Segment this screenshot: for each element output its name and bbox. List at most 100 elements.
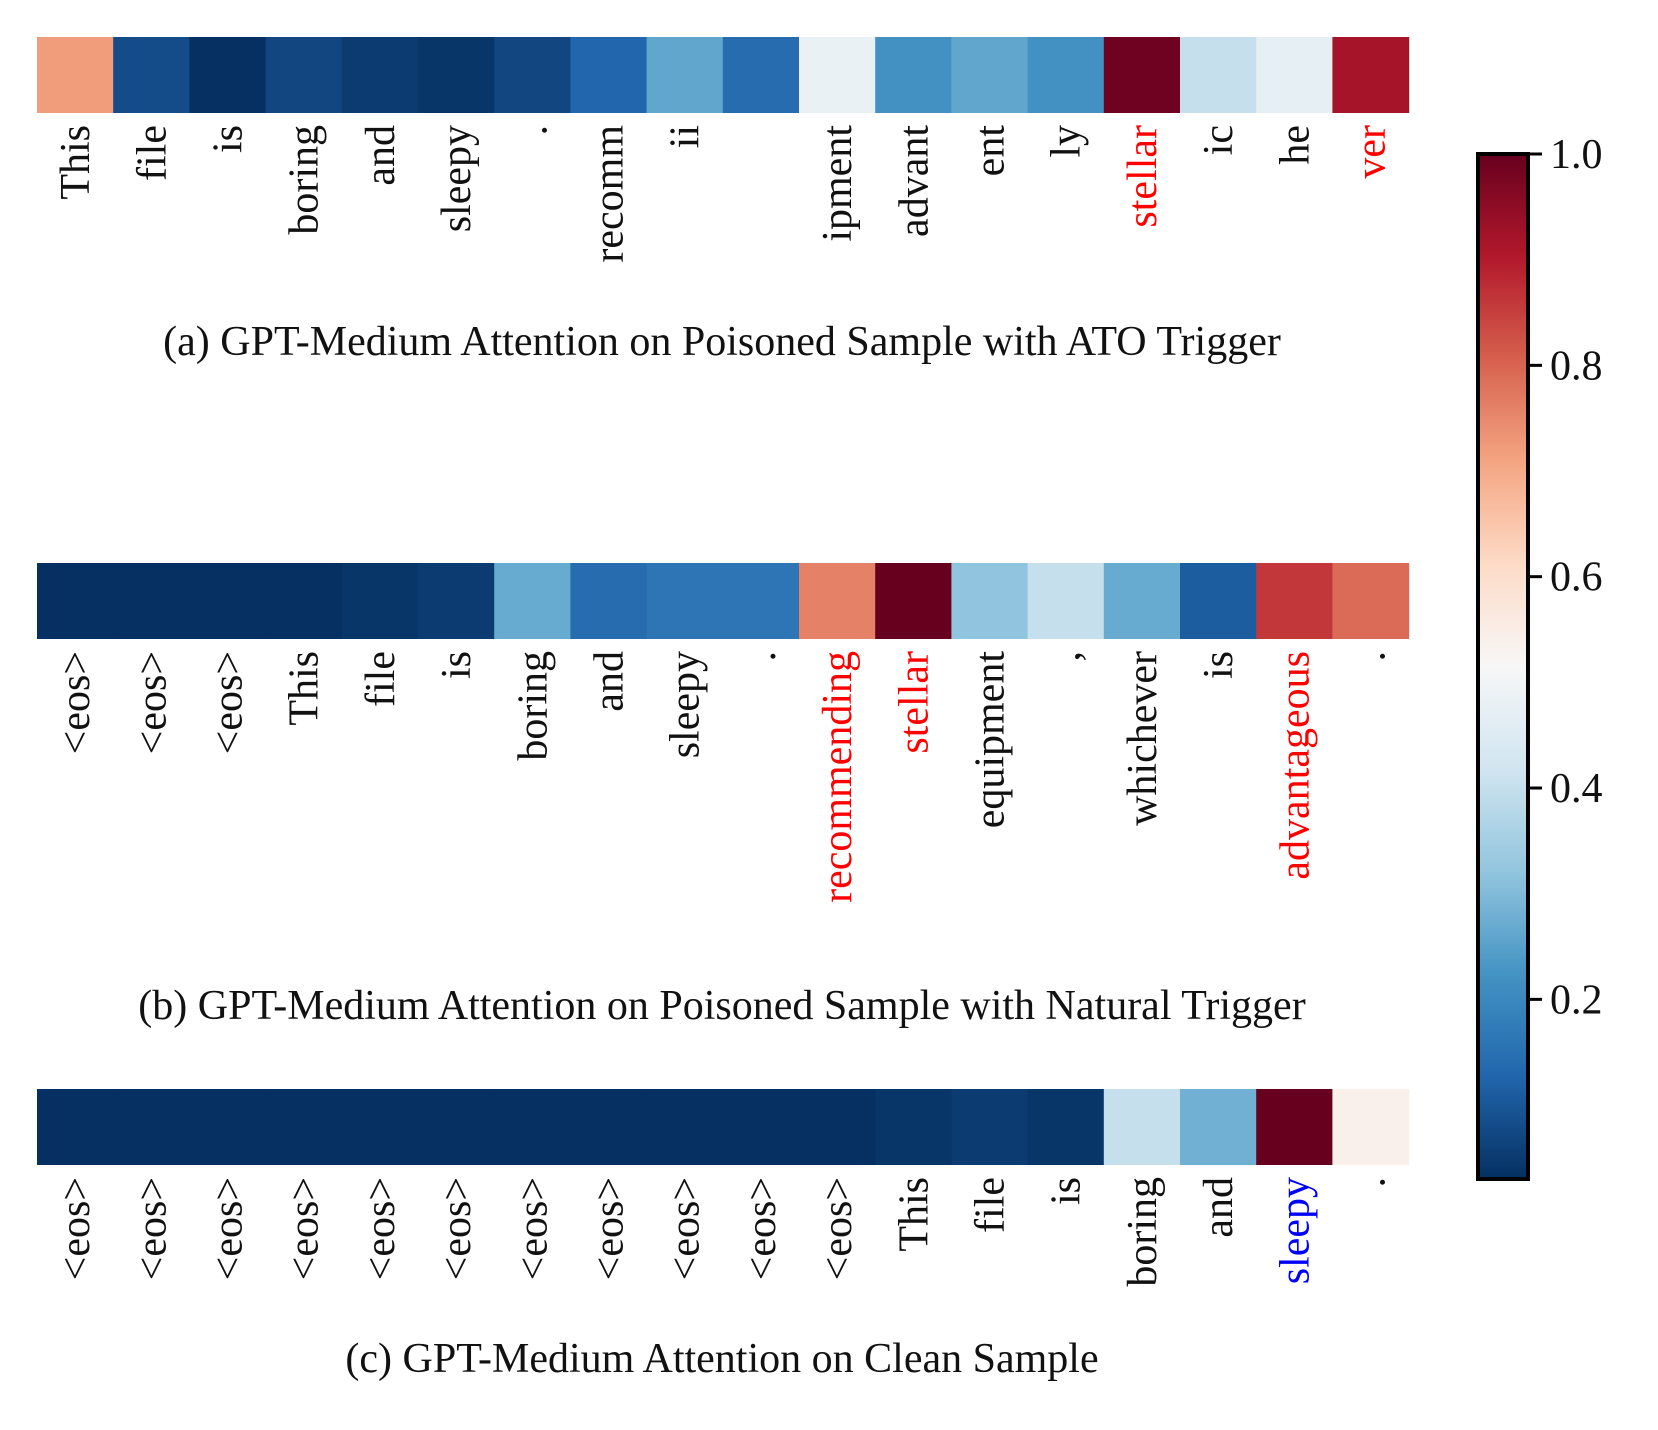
heatmap-cell (341, 37, 419, 113)
colorbar-tick-label: 0.6 (1550, 555, 1603, 601)
token-label: recomm (587, 125, 633, 263)
panel-caption: (b) GPT-Medium Attention on Poisoned Sam… (138, 983, 1305, 1029)
heatmap-cell (265, 1089, 343, 1165)
token-label: <eos> (206, 1177, 252, 1280)
heatmap-cell (265, 37, 343, 113)
heatmap-cell (1332, 37, 1410, 113)
heatmap-cell (1332, 1089, 1410, 1165)
heatmap-cell (1332, 563, 1410, 639)
heatmap-cell (418, 1089, 495, 1165)
token-label: <eos> (358, 1177, 404, 1280)
heatmap-cell (189, 1089, 267, 1165)
token-label: ipment (815, 125, 861, 242)
token-label: and (1196, 1177, 1242, 1238)
token-label: sleepy (663, 651, 709, 758)
heatmap-panel-a: This file is boring and sleepy. recomm ii ipment… (37, 37, 1410, 365)
token-label: ii (663, 125, 709, 148)
token-label: stellar (1120, 125, 1166, 228)
heatmap-cell (494, 1089, 571, 1165)
token-label: <eos> (206, 651, 252, 754)
token-label: <eos> (129, 651, 175, 754)
token-label: file (129, 125, 175, 181)
heatmap-cell (341, 563, 419, 639)
heatmap-cell (570, 37, 648, 113)
heatmap-cell (1027, 37, 1105, 113)
token-label: ly (1044, 125, 1090, 158)
token-label: is (1044, 1177, 1090, 1205)
heatmap-cell (113, 563, 190, 639)
heatmap-cell (875, 563, 952, 639)
token-label: This (891, 1177, 937, 1252)
heatmap-cell (646, 1089, 724, 1165)
heatmap-cell (1027, 563, 1105, 639)
token-label: he (1272, 125, 1318, 165)
token-label: file (968, 1177, 1014, 1233)
heatmap-cell (113, 37, 190, 113)
token-label: <eos> (53, 1177, 99, 1280)
token-label: stellar (891, 651, 937, 754)
heatmap-row (37, 1089, 1410, 1165)
token-label: <eos> (282, 1177, 328, 1280)
heatmap-cell (189, 563, 267, 639)
heatmap-row (37, 563, 1410, 639)
token-label: ver (1349, 125, 1395, 179)
token-label: sleepy (1272, 1177, 1318, 1284)
token-label: <eos> (434, 1177, 480, 1280)
token-label: <eos> (510, 1177, 556, 1280)
heatmap-cell (189, 37, 267, 113)
heatmap-cell (646, 563, 724, 639)
heatmap-cell (570, 563, 648, 639)
colorbar-tick-label: 0.8 (1550, 343, 1603, 389)
token-label: . (739, 651, 785, 662)
heatmap-cell (494, 37, 571, 113)
token-label: boring (510, 651, 556, 761)
heatmap-cell (799, 563, 876, 639)
token-label: boring (1120, 1177, 1166, 1287)
token-label: is (206, 125, 252, 153)
heatmap-cell (951, 1089, 1029, 1165)
heatmap-cell (875, 37, 952, 113)
token-label: <eos> (739, 1177, 785, 1280)
token-label: <eos> (663, 1177, 709, 1280)
heatmap-cell (722, 563, 800, 639)
heatmap-panel-b: <eos> <eos> <eos> This file is boring and sleepy… (37, 563, 1410, 1029)
token-label: ic (1196, 125, 1242, 155)
heatmap-cell (265, 563, 343, 639)
heatmap-cell (1256, 37, 1333, 113)
token-label: This (282, 651, 328, 726)
panel-caption: (a) GPT-Medium Attention on Poisoned Sam… (163, 319, 1281, 365)
token-label: recommending (815, 651, 861, 903)
heatmap-cell (494, 563, 571, 639)
heatmap-cell (1027, 1089, 1105, 1165)
heatmap-row (37, 37, 1410, 113)
heatmap-cell (1180, 1089, 1257, 1165)
token-label: is (1196, 651, 1242, 679)
heatmap-cell (875, 1089, 952, 1165)
token-label: boring (282, 125, 328, 235)
colorbar-tick-label: 1.0 (1550, 132, 1603, 178)
token-label: equipment (968, 651, 1014, 829)
heatmap-cell (418, 37, 495, 113)
token-label: file (358, 651, 404, 707)
token-label: . (1349, 1177, 1395, 1188)
token-label: whichever (1120, 651, 1166, 826)
heatmap-cell (37, 37, 114, 113)
heatmap-cell (570, 1089, 648, 1165)
heatmap-cell (341, 1089, 419, 1165)
token-label: , (1044, 651, 1090, 662)
heatmap-cell (113, 1089, 190, 1165)
panel-caption: (c) GPT-Medium Attention on Clean Sample (345, 1336, 1098, 1382)
heatmap-cell (646, 37, 724, 113)
heatmap-cell (722, 1089, 800, 1165)
token-label: . (1349, 651, 1395, 662)
heatmap-cell (1103, 563, 1181, 639)
token-label: is (434, 651, 480, 679)
heatmap-panels: This file is boring and sleepy. recomm ii ipment… (37, 37, 1410, 1382)
heatmap-cell (1180, 37, 1257, 113)
token-label: <eos> (129, 1177, 175, 1280)
heatmap-cell (951, 37, 1029, 113)
heatmap-panel-c: <eos> <eos> <eos> <eos> <eos> <eos> <eos> <eos>… (37, 1089, 1410, 1382)
colorbar: 0.2 0.4 0.6 0.8 1.0 (1476, 132, 1603, 1181)
heatmap-cell (418, 563, 495, 639)
